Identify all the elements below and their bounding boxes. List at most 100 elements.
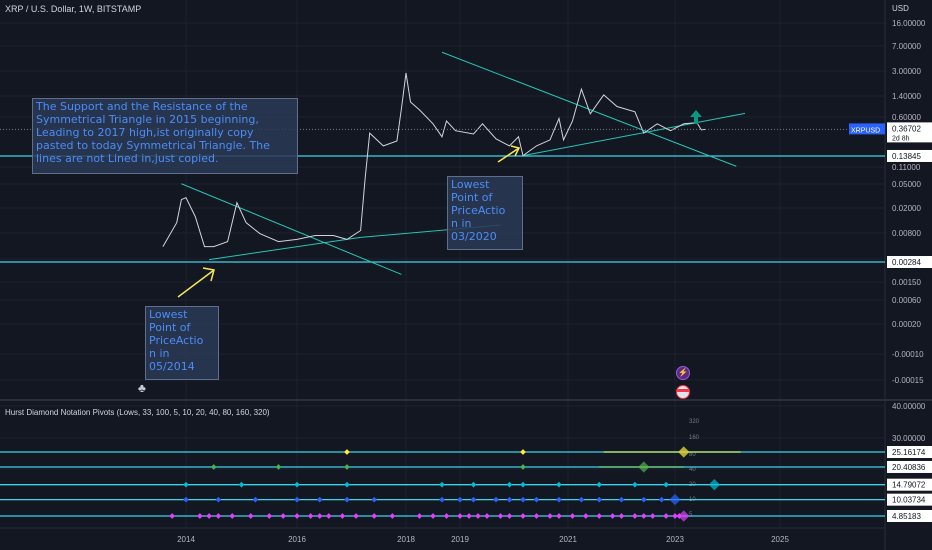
pivot-diamond[interactable]	[470, 496, 477, 503]
pivot-diamond[interactable]	[210, 464, 217, 470]
pivot-diamond[interactable]	[493, 496, 499, 503]
y-tick-label: 0.00800	[892, 229, 921, 238]
pivot-diamond[interactable]	[618, 513, 625, 519]
pivot-diamond[interactable]	[247, 513, 254, 519]
pivot-diamond[interactable]	[252, 496, 259, 503]
pivot-diamond[interactable]	[439, 496, 445, 503]
pivot-diamond[interactable]	[520, 513, 526, 519]
support-trendline-2014[interactable]	[209, 236, 361, 261]
pivot-diamond[interactable]	[457, 496, 463, 503]
pivot-diamond[interactable]	[533, 513, 540, 519]
pivot-diamond[interactable]	[439, 481, 445, 488]
pivot-diamond[interactable]	[344, 481, 350, 488]
pivot-diamond[interactable]	[497, 513, 504, 519]
pivot-diamond[interactable]	[618, 496, 625, 503]
x-tick-label: 2014	[177, 535, 195, 544]
pivot-diamond[interactable]	[371, 496, 378, 503]
pivot-diamond[interactable]	[266, 513, 273, 519]
pivot-diamond[interactable]	[183, 481, 189, 488]
pivot-marker-large[interactable]	[708, 479, 721, 491]
pivot-diamond[interactable]	[658, 496, 665, 503]
lightning-icon[interactable]: ⚡	[676, 366, 690, 380]
pivot-diamond[interactable]	[556, 513, 562, 519]
pivot-diamond[interactable]	[339, 513, 346, 519]
pivot-diamond[interactable]	[197, 513, 203, 519]
pivot-diamond[interactable]	[215, 496, 222, 503]
pivot-diamond[interactable]	[609, 513, 616, 519]
level-price-badge	[887, 256, 932, 268]
pivot-diamond[interactable]	[307, 513, 314, 519]
indicator-level-label: 10.03734	[892, 496, 926, 505]
pivot-diamond[interactable]	[316, 513, 323, 519]
pivot-diamond[interactable]	[389, 513, 396, 519]
pivot-diamond[interactable]	[206, 513, 212, 519]
support-resistance-note[interactable]: The Support and the Resistance of the Sy…	[32, 98, 298, 174]
pivot-diamond[interactable]	[533, 496, 540, 503]
arrow-2014-head	[202, 267, 215, 282]
pivot-diamond[interactable]	[344, 449, 350, 455]
pivot-marker-large[interactable]	[669, 493, 681, 506]
pivot-diamond[interactable]	[229, 513, 236, 519]
pivot-diamond[interactable]	[556, 481, 562, 488]
note-line: n in	[149, 347, 170, 360]
pivot-diamond[interactable]	[344, 464, 350, 470]
pivot-diamond[interactable]	[280, 513, 286, 519]
indicator-title[interactable]: Hurst Diamond Notation Pivots (Lows, 33,…	[5, 408, 270, 417]
lowest-point-2014-note[interactable]: Lowest Point of PriceActio n in 05/2014	[145, 306, 219, 380]
pivot-diamond[interactable]	[556, 496, 562, 503]
pivot-diamond[interactable]	[430, 513, 436, 519]
pivot-diamond[interactable]	[466, 513, 472, 519]
pivot-diamond[interactable]	[578, 496, 585, 503]
pivot-diamond[interactable]	[475, 513, 481, 519]
pivot-diamond[interactable]	[215, 513, 222, 519]
pivot-diamond[interactable]	[344, 496, 350, 503]
pivot-diamond[interactable]	[649, 513, 656, 519]
pivot-diamond[interactable]	[371, 513, 378, 519]
pivot-diamond[interactable]	[484, 513, 490, 519]
arrow-2020-shaft	[497, 147, 520, 163]
pivot-diamond[interactable]	[520, 481, 526, 488]
pivot-diamond[interactable]	[569, 513, 576, 519]
pivot-diamond[interactable]	[640, 513, 647, 519]
pivot-diamond[interactable]	[596, 481, 603, 488]
pivot-diamond[interactable]	[443, 513, 450, 519]
pivot-diamond[interactable]	[632, 513, 638, 519]
pivot-diamond[interactable]	[183, 496, 189, 503]
support-trendline-2020[interactable]	[522, 112, 746, 157]
pivot-diamond[interactable]	[596, 496, 603, 503]
pivot-diamond[interactable]	[520, 464, 526, 470]
pivot-diamond[interactable]	[663, 481, 669, 488]
pivot-diamond[interactable]	[294, 481, 300, 488]
pivot-marker-large[interactable]	[678, 510, 690, 522]
pivot-diamond[interactable]	[506, 513, 513, 519]
pivot-diamond[interactable]	[416, 513, 423, 519]
pivot-diamond[interactable]	[640, 496, 647, 503]
pivot-diamond[interactable]	[596, 513, 603, 519]
pivot-diamond[interactable]	[547, 513, 553, 519]
indicator-level-label: 20.40836	[892, 463, 926, 472]
pivot-diamond[interactable]	[457, 513, 463, 519]
pivot-diamond[interactable]	[238, 481, 245, 488]
pivot-diamond[interactable]	[663, 513, 669, 519]
pivot-diamond[interactable]	[632, 481, 638, 488]
pivot-diamond[interactable]	[294, 496, 300, 503]
lowest-point-2020-note[interactable]: Lowest Point of PriceActio n in 03/2020	[447, 176, 523, 250]
price-line[interactable]	[162, 72, 706, 248]
pivot-diamond[interactable]	[583, 513, 589, 519]
pivot-diamond[interactable]	[520, 496, 526, 503]
pivot-diamond[interactable]	[316, 496, 323, 503]
pivot-diamond[interactable]	[520, 449, 526, 455]
symbol-title[interactable]: XRP / U.S. Dollar, 1W, BITSTAMP	[5, 4, 142, 14]
pivot-diamond[interactable]	[294, 513, 300, 519]
resistance-trendline-2014[interactable]	[181, 183, 402, 275]
pivot-diamond[interactable]	[169, 513, 175, 519]
pivot-diamond[interactable]	[325, 513, 332, 519]
pivot-diamond[interactable]	[470, 481, 477, 488]
pivot-diamond[interactable]	[275, 464, 282, 470]
pivot-diamond[interactable]	[672, 513, 678, 519]
pivot-diamond[interactable]	[506, 481, 513, 488]
pivot-diamond[interactable]	[353, 513, 359, 519]
pivot-diamond[interactable]	[506, 496, 513, 503]
us-flag-icon[interactable]	[676, 385, 690, 399]
